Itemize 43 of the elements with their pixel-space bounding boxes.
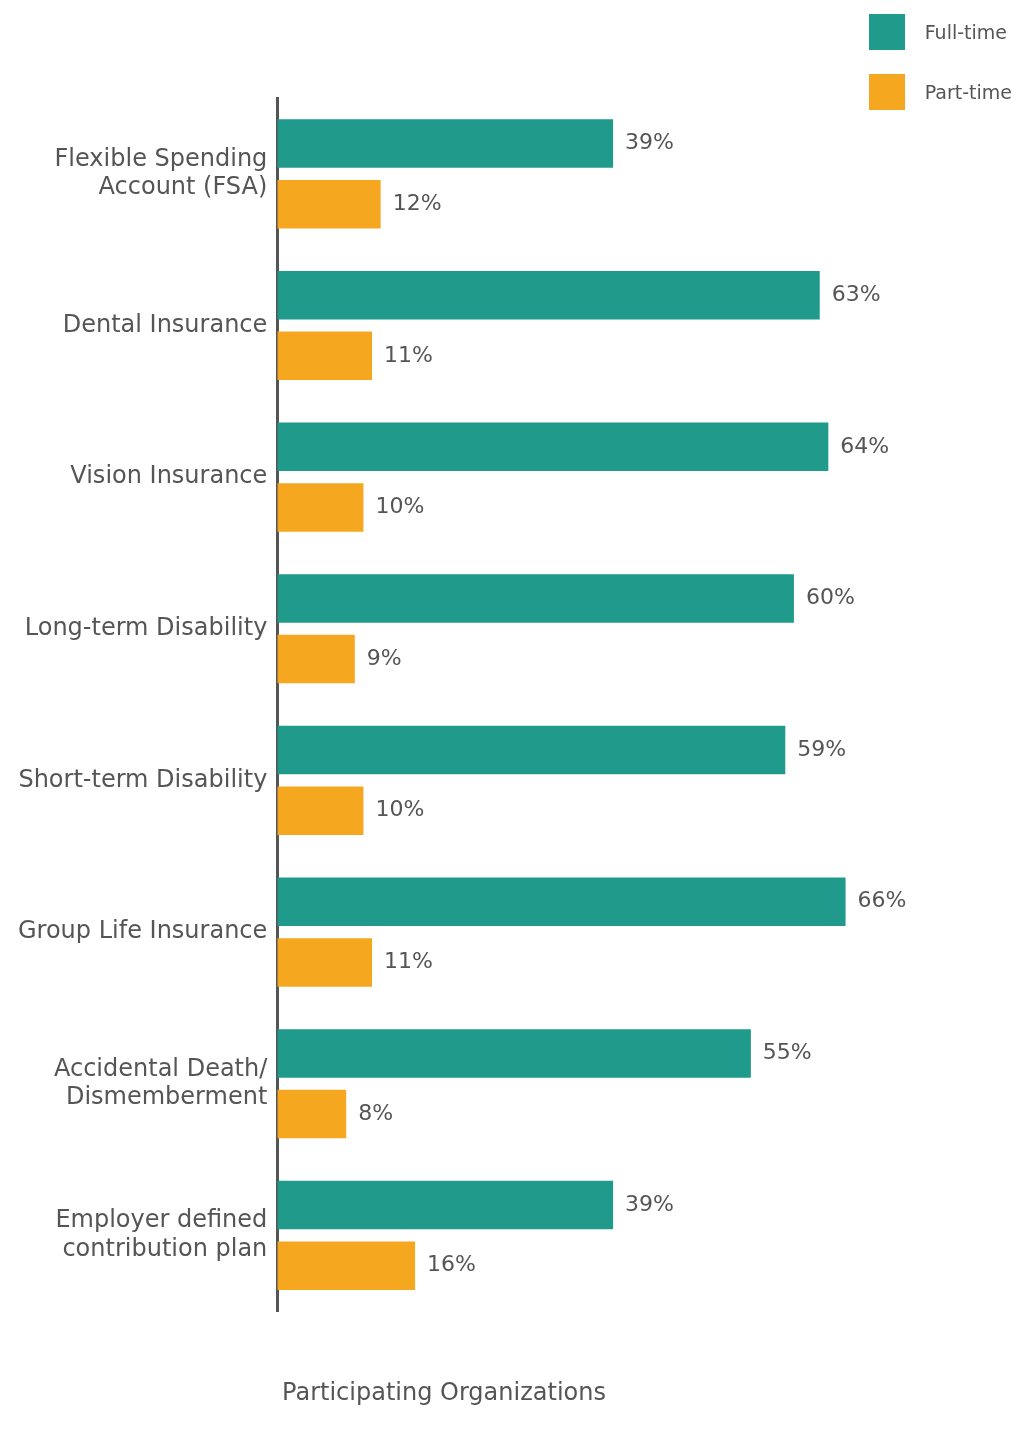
data-label: 8% [358,1099,394,1125]
data-label: 10% [375,493,425,519]
data-label: 10% [375,796,425,822]
data-label: 39% [625,129,675,155]
data-label: 39% [625,1190,675,1216]
legend-label: Part-time [924,81,1012,103]
bar [277,422,829,472]
bar [277,1180,614,1230]
bar [277,786,364,836]
bar [277,1029,751,1078]
bar [277,119,614,168]
bar [277,270,820,320]
data-label: 60% [805,584,855,610]
x-axis-title: Participating Organizations [282,1377,606,1406]
bar [277,634,355,684]
bar [277,483,364,532]
y-tick-label: Short-term Disability [18,764,268,793]
data-label: 11% [384,341,433,367]
data-label: 59% [797,735,847,761]
bar [277,574,794,623]
data-label: 66% [857,887,907,913]
data-label: 12% [392,189,442,215]
bar [277,331,373,381]
data-label: 9% [366,644,402,670]
data-label: 63% [831,280,881,306]
y-tick-label: Dental Insurance [62,309,268,338]
y-tick-label: Group Life Insurance [18,916,268,945]
bar [277,1089,347,1139]
bar [277,938,373,987]
data-label: 64% [840,432,890,458]
bar [277,725,786,775]
y-tick-label: Employer defined contribution plan [55,1205,268,1263]
data-label: 16% [427,1251,476,1277]
legend-label: Full-time [924,21,1007,43]
y-tick-label: Flexible Spending Account (FSA) [54,143,268,201]
y-tick-label: Vision Insurance [70,461,268,490]
data-label: 55% [762,1039,812,1065]
data-label: 11% [384,948,433,974]
y-tick-label: Long-term Disability [24,613,268,642]
bar [277,1241,416,1290]
bar [277,877,846,927]
bar [277,179,381,229]
y-tick-label: Accidental Death/ Dismemberment [53,1053,269,1111]
